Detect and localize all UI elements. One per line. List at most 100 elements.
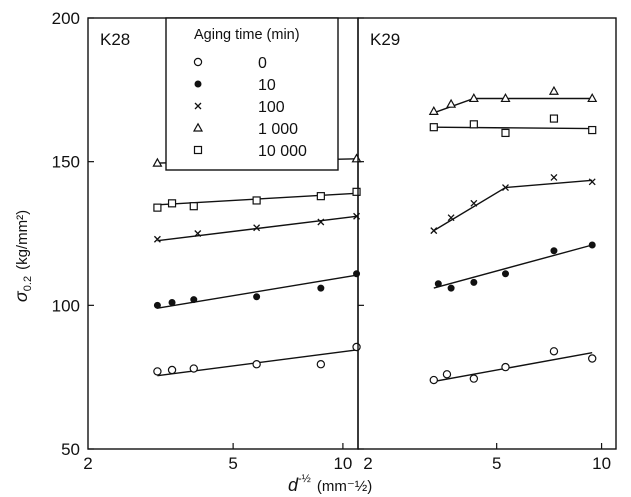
data-point bbox=[501, 362, 510, 372]
x-axis-label-symbol: d bbox=[288, 475, 299, 495]
fit-line bbox=[433, 97, 593, 114]
series-10 bbox=[153, 270, 361, 309]
x-tick-label: 2 bbox=[83, 454, 92, 473]
data-point bbox=[153, 301, 161, 309]
series-0 bbox=[429, 347, 597, 385]
data-point bbox=[588, 125, 597, 135]
data-point bbox=[317, 284, 325, 292]
series-100 bbox=[430, 174, 596, 235]
data-point bbox=[167, 199, 177, 208]
fit-line bbox=[433, 126, 593, 130]
data-point bbox=[153, 203, 162, 212]
y-tick-labels: 50 100 150 200 bbox=[52, 9, 80, 459]
data-point bbox=[550, 247, 558, 255]
y-axis-label-unit: (kg/mm²) bbox=[14, 210, 31, 270]
data-point bbox=[549, 114, 559, 123]
data-point bbox=[429, 123, 438, 132]
x-tick-label: 2 bbox=[363, 454, 372, 473]
data-point bbox=[252, 196, 261, 205]
legend-entry: 1 000 bbox=[258, 121, 298, 138]
data-point bbox=[189, 202, 198, 211]
data-point bbox=[469, 374, 479, 383]
data-point bbox=[442, 370, 452, 379]
data-point bbox=[152, 157, 163, 167]
legend-marker bbox=[192, 122, 204, 132]
data-point bbox=[434, 280, 442, 288]
x-tick-label: 5 bbox=[492, 454, 501, 473]
x-tick-label: 5 bbox=[228, 454, 237, 473]
x-axis-label: d-½ (mm⁻½) bbox=[288, 473, 372, 495]
panel-k29: 2 5 10 K29 bbox=[357, 17, 617, 473]
data-point bbox=[428, 105, 439, 115]
data-point bbox=[194, 230, 202, 237]
data-point bbox=[470, 199, 478, 207]
svg-text:d-½(mm⁻½): d-½ (mm⁻½) bbox=[288, 473, 372, 495]
data-point bbox=[501, 128, 510, 138]
legend-marker bbox=[194, 80, 202, 88]
fit-line bbox=[433, 352, 593, 383]
fit-line bbox=[157, 274, 357, 309]
x-tick-label: 10 bbox=[592, 454, 611, 473]
series-0 bbox=[153, 342, 361, 377]
y-axis-label: σ0.2 (kg/mm²) bbox=[11, 210, 34, 302]
data-point bbox=[189, 364, 198, 373]
data-point bbox=[470, 278, 478, 286]
data-point bbox=[468, 93, 479, 103]
data-point bbox=[588, 354, 597, 363]
legend-box bbox=[165, 17, 339, 171]
series-1000 bbox=[428, 85, 598, 115]
data-point bbox=[167, 365, 177, 375]
series-100 bbox=[153, 212, 361, 243]
data-point bbox=[587, 93, 598, 103]
series-10000 bbox=[153, 187, 361, 212]
legend: Aging time (min) 0 10 100 1 000 10 000 bbox=[165, 17, 339, 171]
legend-entry: 10 bbox=[258, 77, 276, 94]
data-point bbox=[430, 227, 438, 235]
y-tick-label: 150 bbox=[52, 153, 80, 172]
data-point bbox=[549, 347, 559, 356]
data-point bbox=[253, 224, 261, 232]
data-point bbox=[548, 85, 559, 95]
data-point bbox=[588, 241, 596, 249]
data-point bbox=[316, 360, 326, 369]
data-point bbox=[502, 184, 509, 191]
legend-entry: 100 bbox=[258, 99, 285, 116]
legend-title: Aging time (min) bbox=[194, 27, 300, 43]
fit-line bbox=[433, 244, 593, 289]
data-point bbox=[168, 298, 176, 306]
data-point bbox=[252, 360, 261, 369]
data-point bbox=[317, 218, 325, 226]
y-tick-label: 200 bbox=[52, 9, 80, 28]
panels: 2 5 10 K28 2 5 10 K29 bbox=[83, 17, 617, 473]
y-tick-label: 100 bbox=[52, 296, 80, 315]
data-point bbox=[588, 178, 596, 186]
data-point bbox=[190, 296, 198, 304]
legend-entry: 0 bbox=[258, 55, 267, 72]
legend-marker bbox=[193, 145, 203, 155]
data-point bbox=[153, 367, 162, 376]
y-tick-label: 50 bbox=[61, 440, 80, 459]
data-point bbox=[253, 293, 261, 301]
series-10000 bbox=[429, 114, 597, 138]
series-10 bbox=[433, 241, 596, 292]
panel-label: K28 bbox=[100, 30, 130, 49]
data-point bbox=[447, 214, 455, 222]
data-point bbox=[501, 270, 509, 278]
data-point bbox=[352, 187, 361, 196]
x-axis-label-exponent: -½ bbox=[298, 473, 311, 485]
data-point bbox=[469, 120, 478, 129]
data-point bbox=[447, 284, 455, 292]
data-point bbox=[500, 93, 511, 103]
data-point bbox=[316, 192, 325, 201]
legend-entry: 10 000 bbox=[258, 143, 307, 160]
legend-marker bbox=[193, 57, 203, 67]
x-tick-label: 10 bbox=[333, 454, 352, 473]
y-axis-label-subscript: 0.2 bbox=[22, 276, 34, 291]
svg-text:σ0.2(kg/mm²): σ0.2 (kg/mm²) bbox=[11, 210, 34, 302]
y-axis-label-symbol: σ bbox=[11, 290, 31, 302]
data-point bbox=[429, 375, 438, 385]
fit-line bbox=[433, 179, 593, 232]
data-point bbox=[446, 98, 457, 108]
plot-frame bbox=[357, 17, 617, 450]
